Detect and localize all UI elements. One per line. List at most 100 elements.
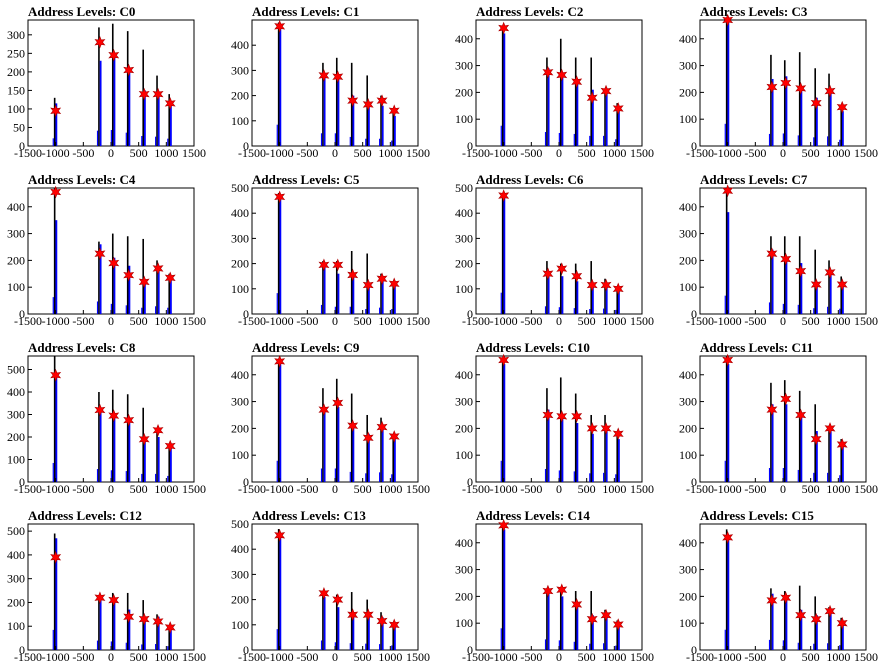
blue-spike bbox=[605, 283, 608, 314]
x-tick-label: 0 bbox=[780, 146, 786, 160]
blue-spike bbox=[157, 616, 160, 650]
histogram-svg: 0 100 200 300 400 -1500 -1000 -500 0 500 1000 1500 bbox=[455, 353, 654, 496]
black-spike bbox=[392, 108, 395, 146]
blue-spike bbox=[503, 364, 506, 482]
blue-spike-minor bbox=[603, 308, 605, 314]
blue-spike-minor bbox=[500, 292, 502, 314]
x-tick-label: -1500 bbox=[462, 314, 490, 328]
y-tick-label: 300 bbox=[7, 572, 25, 586]
black-spike bbox=[322, 592, 324, 650]
blue-spike-minor bbox=[155, 136, 157, 146]
blue-spike-minor bbox=[141, 307, 143, 314]
blue-spike-minor bbox=[573, 308, 575, 314]
black-spike bbox=[501, 28, 504, 146]
y-tick-label: 0 bbox=[467, 139, 473, 153]
black-spike bbox=[725, 20, 728, 146]
blue-spike-minor bbox=[391, 645, 393, 650]
blue-spike bbox=[170, 279, 172, 314]
y-tick-label: 300 bbox=[7, 28, 25, 42]
blue-spike bbox=[785, 257, 788, 314]
y-tick-label: 100 bbox=[231, 114, 249, 128]
blue-spike bbox=[842, 444, 844, 482]
black-spike bbox=[574, 57, 577, 146]
blue-spike bbox=[592, 615, 594, 650]
histogram-panel: 0 100 200 300 400 500 -1500 -1000 -500 0 500 1000 15… bbox=[224, 504, 448, 672]
peak-marker bbox=[138, 275, 150, 289]
blue-spike-minor bbox=[110, 470, 112, 482]
blue-spike bbox=[503, 195, 506, 314]
blue-spike bbox=[547, 68, 550, 146]
peak-marker bbox=[108, 48, 120, 62]
y-tick-label: 200 bbox=[455, 421, 473, 435]
peak-marker bbox=[586, 278, 598, 292]
blue-spike bbox=[771, 78, 774, 146]
peak-marker bbox=[50, 104, 62, 118]
y-tick-label: 0 bbox=[691, 475, 697, 489]
black-spike bbox=[616, 620, 619, 650]
x-tick-label: 1500 bbox=[630, 146, 654, 160]
black-spike bbox=[126, 31, 129, 147]
y-tick-label: 0 bbox=[691, 307, 697, 321]
y-tick-label: 300 bbox=[231, 63, 249, 77]
blue-spike bbox=[55, 538, 58, 650]
black-spike bbox=[98, 27, 100, 146]
x-tick-label: -500 bbox=[520, 650, 542, 664]
x-tick-label: 500 bbox=[354, 650, 372, 664]
blue-spike bbox=[727, 364, 730, 482]
black-spike bbox=[616, 286, 619, 314]
peak-marker bbox=[542, 584, 554, 598]
blue-spike bbox=[618, 439, 620, 482]
blue-spike bbox=[128, 265, 131, 314]
blue-spike bbox=[605, 612, 608, 650]
peak-marker bbox=[836, 278, 848, 291]
black-spike bbox=[277, 529, 280, 650]
histogram-svg: 0 100 200 300 400 -1500 -1000 -500 0 500 1000 1500 bbox=[231, 19, 430, 160]
x-tick-label: -1500 bbox=[14, 146, 42, 160]
x-tick-label: 1500 bbox=[406, 146, 430, 160]
blue-spike bbox=[576, 604, 579, 650]
peak-marker bbox=[362, 278, 374, 292]
y-tick-label: 300 bbox=[679, 59, 697, 73]
blue-spike-minor bbox=[839, 139, 841, 146]
black-spike bbox=[770, 236, 772, 314]
x-tick-label: -1000 bbox=[490, 314, 518, 328]
y-tick-label: 400 bbox=[231, 368, 249, 382]
peak-marker bbox=[347, 94, 359, 107]
blue-spike bbox=[113, 416, 116, 482]
blue-spike-minor bbox=[782, 468, 784, 482]
blue-spike-minor bbox=[96, 301, 99, 314]
blue-spike-minor bbox=[276, 124, 278, 146]
peak-marker bbox=[498, 353, 510, 367]
blue-spike bbox=[576, 78, 579, 146]
black-spike bbox=[350, 393, 353, 482]
peak-marker bbox=[94, 247, 106, 260]
x-tick-label: 1500 bbox=[854, 650, 878, 664]
peak-marker bbox=[108, 256, 120, 270]
blue-spike-minor bbox=[155, 644, 157, 650]
blue-spike-minor bbox=[813, 643, 815, 650]
black-spike bbox=[783, 236, 786, 314]
histogram-svg: 0 100 200 300 400 -1500 -1000 -500 0 500 1000 1500 bbox=[455, 19, 654, 160]
blue-spike bbox=[503, 529, 506, 650]
blue-spike bbox=[144, 90, 146, 146]
peak-marker bbox=[795, 264, 807, 278]
black-spike bbox=[126, 592, 129, 650]
blue-spike bbox=[337, 406, 340, 482]
peak-marker bbox=[612, 282, 624, 296]
blue-spike bbox=[352, 425, 355, 482]
x-tick-label: 500 bbox=[802, 314, 820, 328]
y-tick-label: 400 bbox=[231, 542, 249, 556]
blue-spike-minor bbox=[573, 133, 575, 146]
blue-spike-minor bbox=[52, 297, 54, 314]
blue-spike-minor bbox=[573, 471, 575, 482]
y-tick-label: 300 bbox=[679, 227, 697, 241]
black-spike bbox=[501, 193, 504, 314]
blue-spike bbox=[144, 279, 146, 314]
panel-title: Address Levels: C13 bbox=[252, 508, 366, 523]
y-tick-label: 400 bbox=[455, 536, 473, 550]
blue-spike-minor bbox=[558, 132, 560, 146]
x-tick-label: 500 bbox=[130, 650, 148, 664]
black-spike bbox=[335, 594, 338, 650]
black-spike bbox=[168, 273, 171, 314]
black-spike bbox=[546, 57, 548, 146]
